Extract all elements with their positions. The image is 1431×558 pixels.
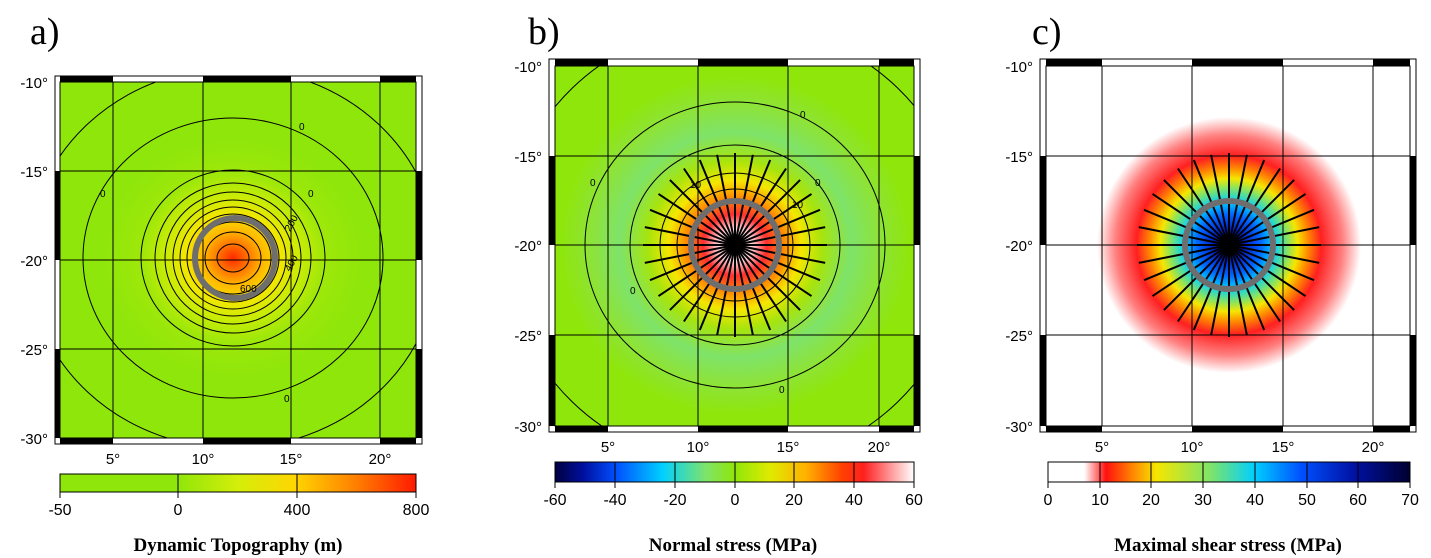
contour-label: 0 (100, 189, 106, 200)
lat-tick-labels: -10° -15° -20° -25° -30° (1005, 59, 1033, 436)
colorbar-tick-label: 400 (284, 502, 311, 519)
stress-direction-ticks (1137, 153, 1321, 337)
lon-tick-label: 20° (868, 439, 891, 456)
colorbar-tick-label: 40 (845, 492, 863, 509)
lat-tick-label: -10° (20, 75, 48, 92)
panel-c: c) (1005, 11, 1419, 556)
panel-label: c) (1032, 11, 1062, 53)
graticule (60, 82, 416, 438)
colorbar: -60 -40 -20 0 20 40 60 Normal stress (MP… (543, 461, 923, 556)
plume-ring (1182, 198, 1276, 292)
colorbar-tick-label: 20 (785, 492, 803, 509)
colorbar-tick-label: 0 (174, 502, 183, 519)
lon-tick-labels: 5° 10° 15° 20° (106, 451, 392, 468)
lat-tick-label: -20° (1005, 238, 1033, 255)
colorbar-tick-label: -40 (603, 492, 626, 509)
colorbar-tick-label: 20 (1142, 492, 1160, 509)
lon-tick-label: 15° (280, 451, 303, 468)
colorbar-gradient (59, 473, 417, 493)
colorbar-tick-label: 70 (1401, 492, 1419, 509)
lat-tick-label: -20° (20, 253, 48, 270)
plume-ring (192, 215, 278, 301)
lat-tick-label: -25° (20, 342, 48, 359)
colorbar-tick-label: 0 (731, 492, 740, 509)
lat-tick-labels: -10° -15° -20° -25° -30° (514, 59, 542, 436)
map-area: 0 0 0 0 10 10 0 (555, 66, 914, 426)
contour-label: 0 (630, 286, 636, 297)
contour-label: 10 (690, 180, 702, 191)
colorbar-title: Normal stress (MPa) (649, 535, 818, 556)
colorbar-tick-label: 800 (403, 502, 430, 519)
plume-ring (688, 198, 782, 292)
colorbar-title: Maximal shear stress (MPa) (1114, 535, 1342, 556)
lon-tick-label: 5° (1095, 439, 1109, 456)
lat-tick-label: -15° (20, 164, 48, 181)
lat-tick-label: -30° (1005, 419, 1033, 436)
lat-tick-label: -15° (1005, 149, 1033, 166)
contour-label: 600 (240, 284, 257, 295)
lat-tick-label: -15° (514, 149, 542, 166)
lon-tick-label: 15° (777, 439, 800, 456)
map-frame (548, 58, 921, 433)
panel-b: b) 0 (514, 11, 923, 556)
lat-tick-labels: -10° -15° -20° -25° -30° (20, 75, 48, 448)
map-area (1046, 66, 1410, 426)
contour-label: 0 (800, 110, 806, 121)
colorbar-tick-label: -20 (663, 492, 686, 509)
colorbar-title: Dynamic Topography (m) (133, 535, 342, 556)
lon-tick-label: 10° (1181, 439, 1204, 456)
colorbar-tick-label: -50 (48, 502, 71, 519)
colorbar-tick-label: -60 (543, 492, 566, 509)
colorbar-tick-label: 50 (1298, 492, 1316, 509)
contour-label: 0 (815, 178, 821, 189)
lon-tick-label: 5° (106, 451, 120, 468)
lon-tick-label: 20° (1362, 439, 1385, 456)
topography-field (103, 138, 363, 378)
stress-direction-ticks (643, 153, 827, 337)
lat-tick-label: -20° (514, 238, 542, 255)
colorbar-gradient (1047, 461, 1411, 483)
panel-label: b) (528, 11, 560, 53)
lon-tick-label: 10° (192, 451, 215, 468)
colorbar-tick-label: 10 (1091, 492, 1109, 509)
lon-tick-label: 20° (369, 451, 392, 468)
lon-tick-labels: 5° 10° 15° 20° (1095, 439, 1385, 456)
colorbar: 0 10 20 30 40 50 60 70 Maximal shear str… (1044, 461, 1419, 556)
panel-a: a) (20, 11, 430, 556)
colorbar: -50 0 400 800 Dynamic Topography (m) (48, 473, 430, 556)
lat-tick-label: -10° (1005, 59, 1033, 76)
lon-tick-labels: 5° 10° 15° 20° (601, 439, 891, 456)
lon-tick-label: 10° (687, 439, 710, 456)
colorbar-tick-label: 60 (1349, 492, 1367, 509)
map-frame (54, 75, 423, 445)
lon-tick-label: 5° (601, 439, 615, 456)
lat-tick-label: -30° (514, 419, 542, 436)
colorbar-tick-label: 40 (1246, 492, 1264, 509)
contour-label: 10 (792, 200, 804, 211)
map-area: 0 0 0 0 200 400 600 (60, 82, 416, 438)
map-frame (1039, 58, 1417, 433)
colorbar-tick-label: 0 (1044, 492, 1053, 509)
panel-label: a) (30, 11, 60, 53)
contour-label: 0 (779, 385, 785, 396)
lon-tick-label: 15° (1272, 439, 1295, 456)
contour-labels: 0 0 0 0 10 10 0 (590, 110, 821, 396)
lat-tick-label: -30° (20, 431, 48, 448)
contour-label: 0 (590, 178, 596, 189)
colorbar-tick-label: 60 (905, 492, 923, 509)
lat-tick-label: -25° (1005, 328, 1033, 345)
lat-tick-label: -25° (514, 328, 542, 345)
contour-label: 0 (284, 394, 290, 405)
contour-label: 0 (299, 122, 305, 133)
contour-label: 0 (308, 189, 314, 200)
lat-tick-label: -10° (514, 59, 542, 76)
colorbar-tick-label: 30 (1194, 492, 1212, 509)
